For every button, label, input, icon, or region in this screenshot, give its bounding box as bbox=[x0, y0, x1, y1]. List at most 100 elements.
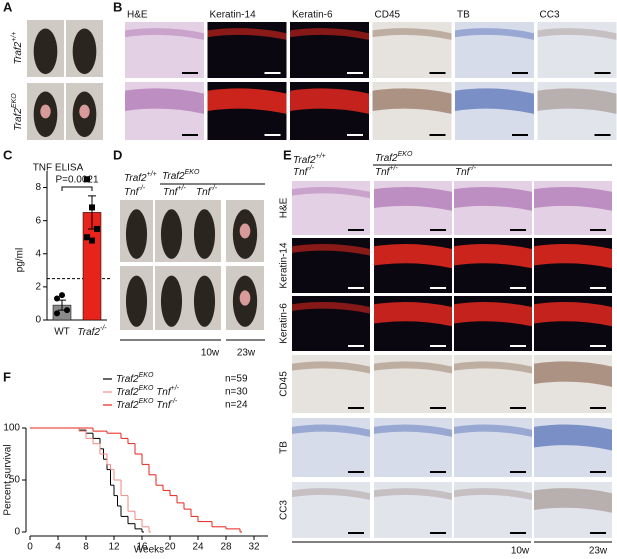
row-label: Keratin-6 bbox=[279, 303, 290, 344]
tissue-band bbox=[292, 244, 370, 256]
tissue-band bbox=[454, 244, 532, 269]
data-point bbox=[94, 225, 100, 232]
group-label: Traf2+/+ bbox=[293, 153, 326, 165]
panel-label: F bbox=[3, 369, 11, 384]
lesion bbox=[239, 290, 251, 306]
mouse-body bbox=[125, 209, 148, 259]
row-label: Traf2+/+ bbox=[11, 32, 23, 65]
genotype-label: Tnf+/- bbox=[375, 165, 398, 177]
y-tick-label: 6 bbox=[35, 215, 41, 226]
group-label: Traf2+/+ bbox=[124, 171, 157, 183]
lesion bbox=[40, 104, 51, 119]
tissue-band bbox=[207, 88, 287, 114]
panel-label: E bbox=[283, 147, 292, 162]
lesion bbox=[79, 104, 90, 119]
age-label: 10w bbox=[511, 546, 530, 557]
x-tick-label: 8 bbox=[83, 542, 89, 553]
mouse-body bbox=[160, 209, 183, 259]
x-tick-label: WT bbox=[54, 327, 70, 338]
chart-title: TNF ELISA bbox=[33, 163, 84, 174]
data-point bbox=[54, 310, 60, 317]
legend-count: n=30 bbox=[225, 387, 248, 398]
row-label: Keratin-14 bbox=[279, 242, 290, 289]
y-tick-label: 0 bbox=[14, 527, 20, 538]
data-point bbox=[84, 176, 90, 183]
genotype-label: Tnf-/- bbox=[196, 185, 218, 197]
tissue-band bbox=[537, 88, 617, 114]
panel-label: A bbox=[3, 0, 13, 14]
annotation: P=0.0021 bbox=[55, 175, 99, 186]
legend-count: n=59 bbox=[225, 374, 248, 385]
column-header: Keratin-14 bbox=[210, 10, 257, 21]
x-axis-label: Weeks bbox=[134, 545, 164, 556]
tissue-band bbox=[537, 28, 617, 40]
age-label: 23w bbox=[237, 348, 256, 359]
tissue-band bbox=[534, 488, 612, 513]
row-label: TB bbox=[279, 441, 290, 454]
data-point bbox=[89, 237, 95, 244]
x-tick-label: 24 bbox=[192, 542, 204, 553]
tissue-band bbox=[292, 488, 370, 500]
mouse-body bbox=[193, 275, 216, 327]
tissue-band bbox=[290, 28, 369, 40]
x-tick-label: 0 bbox=[27, 542, 33, 553]
tissue-band bbox=[374, 488, 452, 500]
column-header: H&E bbox=[127, 10, 148, 21]
x-tick-label: 32 bbox=[248, 542, 260, 553]
row-label: H&E bbox=[279, 197, 290, 218]
row-label: CD45 bbox=[279, 371, 290, 397]
tissue-band bbox=[454, 302, 532, 327]
y-axis-label: pg/ml bbox=[15, 248, 26, 272]
tissue-band bbox=[292, 424, 370, 437]
group-label: Traf2EKO bbox=[162, 169, 200, 181]
mouse-body bbox=[125, 275, 148, 327]
tissue-band bbox=[374, 244, 452, 269]
x-tick-label: 20 bbox=[164, 542, 176, 553]
column-header: Keratin-6 bbox=[292, 10, 333, 21]
tissue-band bbox=[454, 186, 532, 211]
tissue-band bbox=[454, 488, 532, 500]
tissue-band bbox=[372, 88, 452, 114]
column-header: CC3 bbox=[540, 10, 560, 21]
x-tick-label: 12 bbox=[108, 542, 120, 553]
column-header: CD45 bbox=[375, 10, 401, 21]
legend-label: Traf2EKO bbox=[116, 372, 154, 384]
tissue-band bbox=[534, 361, 612, 387]
data-point bbox=[54, 295, 60, 302]
tissue-band bbox=[534, 244, 612, 269]
tissue-band bbox=[534, 186, 612, 211]
tissue-band bbox=[292, 302, 370, 314]
legend-count: n=24 bbox=[225, 400, 248, 411]
tissue-band bbox=[125, 88, 204, 114]
tissue-band bbox=[374, 302, 452, 327]
tissue-band bbox=[125, 28, 204, 40]
tissue-band bbox=[207, 28, 287, 40]
genotype-label: Tnf-/- bbox=[293, 165, 315, 177]
tissue-band bbox=[374, 361, 452, 374]
tissue-band bbox=[292, 361, 370, 374]
legend-label: Traf2EKO Tnf+/- bbox=[116, 385, 180, 397]
genotype-label: Tnf-/- bbox=[124, 185, 146, 197]
mouse-body bbox=[33, 28, 58, 75]
tissue-band bbox=[374, 186, 452, 211]
x-tick-label: 4 bbox=[55, 542, 61, 553]
tissue-band bbox=[534, 302, 612, 327]
group-label: Traf2EKO bbox=[375, 151, 413, 163]
x-tick-label: 28 bbox=[220, 542, 232, 553]
y-tick-label: 8 bbox=[35, 182, 41, 193]
panel-label: B bbox=[113, 0, 122, 14]
tissue-band bbox=[290, 88, 369, 114]
tissue-band bbox=[292, 186, 370, 199]
genotype-label: Tnf+/- bbox=[163, 185, 186, 197]
age-label: 10w bbox=[201, 348, 220, 359]
tissue-band bbox=[372, 28, 452, 40]
y-tick-label: 50 bbox=[9, 475, 21, 486]
tissue-band bbox=[454, 361, 532, 374]
legend-label: Traf2EKO Tnf-/- bbox=[116, 398, 178, 410]
mouse-body bbox=[193, 209, 216, 259]
row-label: Traf2EKO bbox=[11, 93, 23, 131]
row-label: CC3 bbox=[279, 500, 290, 520]
tissue-band bbox=[455, 88, 534, 114]
y-tick-label: 100 bbox=[3, 423, 20, 434]
